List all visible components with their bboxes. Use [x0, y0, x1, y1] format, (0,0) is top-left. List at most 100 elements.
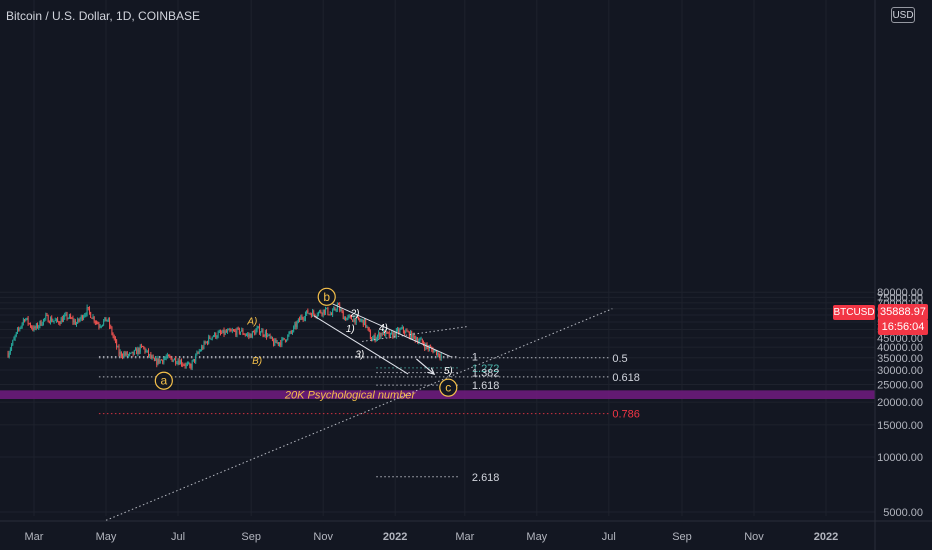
candle-body [124, 353, 126, 355]
candle-body [361, 319, 363, 321]
candle-body [122, 355, 123, 357]
candle-body [9, 349, 11, 353]
candle-body [80, 315, 82, 319]
candle-body [267, 335, 269, 337]
candle-body [275, 339, 277, 343]
candle-body [15, 332, 17, 336]
symbol-tag: BTCUSD [833, 305, 875, 320]
candle-body [407, 331, 409, 333]
candle-body [50, 317, 51, 323]
candle-body [38, 326, 40, 328]
candle-body [320, 310, 322, 314]
candle-body [184, 365, 186, 367]
wave-circle [439, 378, 458, 397]
candle-body [109, 319, 110, 327]
x-tick-label: Mar [455, 531, 474, 543]
candle-body [388, 332, 390, 337]
candle-body [204, 342, 206, 344]
time-axis[interactable]: Mar May Jul Sep Nov 2022 Mar May Jul Sep Nov 2022 [0, 520, 932, 543]
candle-body [347, 316, 349, 318]
y-tick-label: 45000.00 [877, 333, 923, 345]
candle-body [340, 309, 342, 311]
candle-body [152, 356, 154, 359]
currency-button[interactable]: USD [891, 7, 915, 23]
wave-label: 2) [350, 308, 360, 319]
candle-body [89, 308, 90, 313]
candle-body [393, 332, 395, 338]
candle-body [301, 316, 303, 319]
candle-body [98, 324, 100, 327]
candle-body [99, 326, 101, 328]
candle-body [55, 318, 57, 321]
candle-body [295, 323, 297, 328]
candle-body [39, 320, 41, 327]
candle-body [136, 349, 138, 355]
candle-body [168, 354, 170, 357]
candle-body [90, 312, 92, 318]
candle-body [30, 323, 31, 327]
y-tick-label: 80000.00 [877, 287, 923, 299]
wave-label: b [323, 290, 330, 304]
candle-body [362, 319, 364, 326]
candle-body [87, 307, 89, 309]
candle-body [61, 318, 63, 322]
candle-body [425, 344, 427, 349]
candle-body [202, 346, 204, 349]
candle-body [280, 342, 282, 346]
candle-body [237, 328, 239, 330]
candle-body [372, 338, 374, 342]
wave-label: a [160, 374, 167, 388]
candle-body [307, 310, 309, 314]
band-label: 20K Psychological number [284, 390, 417, 402]
candle-body [118, 346, 120, 355]
candle-body [240, 331, 242, 334]
candle-body [132, 351, 134, 355]
candle-body [71, 318, 73, 320]
candle-body [145, 350, 147, 353]
x-tick-label: Jul [602, 531, 616, 543]
candle-body [14, 335, 16, 339]
candle-body [328, 314, 330, 316]
candle-body [246, 334, 247, 336]
chart-title: Bitcoin / U.S. Dollar, 1D, COINBASE [6, 9, 201, 23]
candle-body [51, 317, 53, 322]
candle-body [253, 331, 254, 333]
candle-body [182, 364, 184, 366]
candle-body [112, 333, 114, 337]
candle-body [68, 315, 70, 318]
price-axis[interactable]: 5000.00 10000.00 15000.00 20000.00 25000.00 3… [874, 0, 932, 550]
fib-label: 1.382 [472, 368, 500, 380]
candle-body [436, 350, 437, 356]
candle-body [127, 354, 129, 356]
candle-body [91, 317, 93, 319]
candle-body [161, 359, 162, 361]
candle-body [53, 320, 55, 322]
candle-body [102, 324, 103, 326]
candle-body [149, 354, 151, 356]
candle-body [131, 351, 133, 353]
candle-body [79, 318, 81, 321]
x-tick-label: Sep [672, 531, 692, 543]
candle-body [236, 328, 238, 336]
candle-body [378, 332, 380, 336]
candle-body [225, 331, 227, 333]
candle-body [391, 332, 393, 334]
candle-body [166, 354, 168, 357]
candle-body [255, 330, 257, 335]
channel-line [313, 315, 409, 375]
candle-body [143, 346, 145, 348]
y-tick-label: 40000.00 [877, 342, 923, 354]
candle-body [32, 327, 34, 330]
candle-body [217, 332, 219, 337]
candle-body [437, 352, 439, 356]
candle-body [107, 319, 109, 321]
candle-body [329, 313, 331, 316]
candle-body [12, 340, 14, 345]
y-tick-label: 25000.00 [877, 379, 923, 391]
candle-body [140, 345, 142, 347]
candle-body [288, 333, 290, 335]
candle-body [434, 350, 436, 352]
candle-body [34, 326, 36, 329]
candle-body [428, 346, 430, 350]
